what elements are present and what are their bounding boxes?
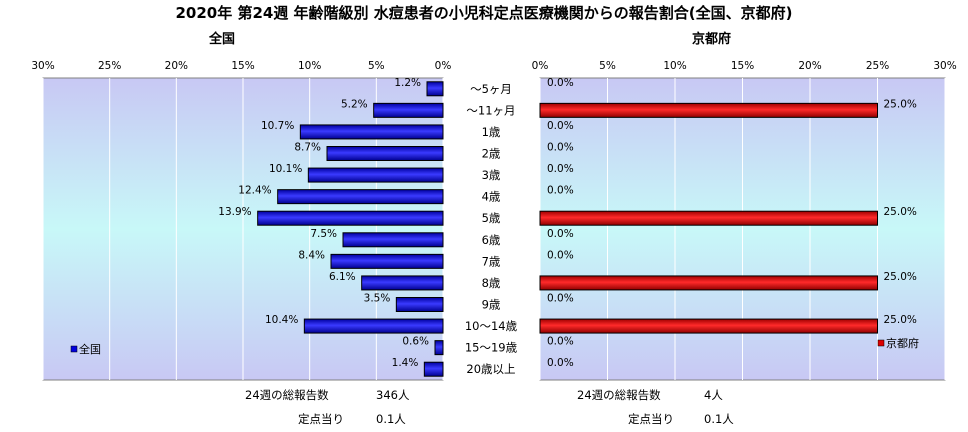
kyoto-value-label: 0.0% [547, 228, 574, 240]
national-bar [342, 232, 444, 248]
national-value-label: 6.1% [329, 271, 356, 283]
kyoto-value-label: 0.0% [547, 357, 574, 369]
kyoto-value-label: 0.0% [547, 120, 574, 132]
national-value-label: 13.9% [218, 206, 251, 218]
national-x-tick-label: 15% [231, 60, 254, 72]
category-label: 9歳 [482, 298, 501, 312]
kyoto-x-tick-label: 30% [933, 60, 956, 72]
kyoto-value-label: 0.0% [547, 77, 574, 89]
national-bar [330, 253, 444, 269]
category-label: ～5ヶ月 [470, 82, 512, 96]
category-label: ～11ヶ月 [466, 103, 515, 117]
kyoto-value-label: 25.0% [884, 98, 917, 110]
kyoto-x-tick-label: 20% [798, 60, 821, 72]
kyoto-value-label: 25.0% [884, 206, 917, 218]
national-value-label: 8.7% [294, 142, 321, 154]
national-x-tick-label: 5% [368, 60, 385, 72]
national-per-value: 0.1人 [376, 412, 406, 426]
national-value-label: 7.5% [310, 228, 337, 240]
national-bar [434, 340, 444, 356]
national-x-tick-label: 10% [298, 60, 321, 72]
category-label: 5歳 [482, 211, 501, 225]
kyoto-bar [539, 275, 878, 291]
national-bar [299, 124, 444, 140]
kyoto-per-label: 定点当り [628, 412, 674, 426]
kyoto-value-label: 25.0% [884, 314, 917, 326]
national-total-label: 24週の総報告数 [245, 388, 329, 402]
kyoto-value-label: 0.0% [547, 163, 574, 175]
category-label: 20歳以上 [466, 362, 515, 376]
national-value-label: 10.1% [269, 163, 302, 175]
national-value-label: 8.4% [298, 249, 325, 261]
national-per-label: 定点当り [298, 412, 344, 426]
national-value-label: 0.6% [402, 336, 429, 348]
national-x-tick-label: 25% [98, 60, 121, 72]
kyoto-legend-label: 京都府 [886, 336, 919, 350]
national-legend-swatch [70, 345, 78, 353]
national-legend-label: 全国 [79, 342, 101, 356]
national-x-tick-label: 30% [31, 60, 54, 72]
national-bar [307, 167, 444, 183]
national-value-label: 1.4% [392, 357, 419, 369]
kyoto-panel-title: 京都府 [692, 32, 732, 47]
national-bar [423, 361, 444, 377]
kyoto-per-value: 0.1人 [704, 412, 734, 426]
national-bar [326, 146, 444, 161]
kyoto-x-tick-label: 10% [663, 60, 686, 72]
kyoto-value-label: 25.0% [884, 271, 917, 283]
national-bar [426, 81, 444, 97]
national-panel-title: 全国 [209, 32, 236, 47]
category-label: 4歳 [482, 190, 501, 204]
national-value-label: 10.7% [261, 120, 294, 132]
category-label: 6歳 [482, 233, 501, 247]
national-total-value: 346人 [376, 388, 410, 402]
kyoto-x-tick-label: 5% [599, 60, 616, 72]
national-bar [361, 275, 444, 291]
category-label: 8歳 [482, 276, 501, 290]
kyoto-value-label: 0.0% [547, 185, 574, 197]
national-bar [395, 297, 444, 312]
kyoto-value-label: 0.0% [547, 249, 574, 261]
national-value-label: 12.4% [238, 185, 271, 197]
kyoto-value-label: 0.0% [547, 293, 574, 305]
category-label: 2歳 [482, 147, 501, 161]
national-value-label: 10.4% [265, 314, 298, 326]
kyoto-value-label: 0.0% [547, 142, 574, 154]
kyoto-total-label: 24週の総報告数 [577, 388, 661, 402]
kyoto-total-value: 4人 [704, 388, 723, 402]
national-value-label: 3.5% [364, 293, 391, 305]
category-label: 15～19歳 [465, 341, 518, 355]
kyoto-bar [539, 210, 878, 226]
national-x-tick-label: 0% [435, 60, 452, 72]
category-label: 1歳 [482, 125, 501, 139]
kyoto-bar [539, 102, 878, 118]
national-value-label: 1.2% [394, 77, 421, 89]
national-bar [277, 189, 444, 205]
kyoto-bar [539, 318, 878, 334]
kyoto-value-label: 0.0% [547, 336, 574, 348]
category-label: 3歳 [482, 168, 501, 182]
national-bar [257, 210, 444, 226]
national-bar [303, 318, 444, 334]
kyoto-legend-swatch [877, 339, 885, 347]
national-value-label: 5.2% [341, 98, 368, 110]
national-bar [373, 102, 444, 118]
page-title: 2020年 第24週 年齢階級別 水痘患者の小児科定点医療機関からの報告割合(全… [175, 4, 793, 22]
kyoto-x-tick-label: 25% [866, 60, 889, 72]
kyoto-x-tick-label: 0% [532, 60, 549, 72]
category-label: 7歳 [482, 254, 501, 268]
national-x-tick-label: 20% [165, 60, 188, 72]
category-label: 10～14歳 [465, 319, 518, 333]
kyoto-x-tick-label: 15% [731, 60, 754, 72]
